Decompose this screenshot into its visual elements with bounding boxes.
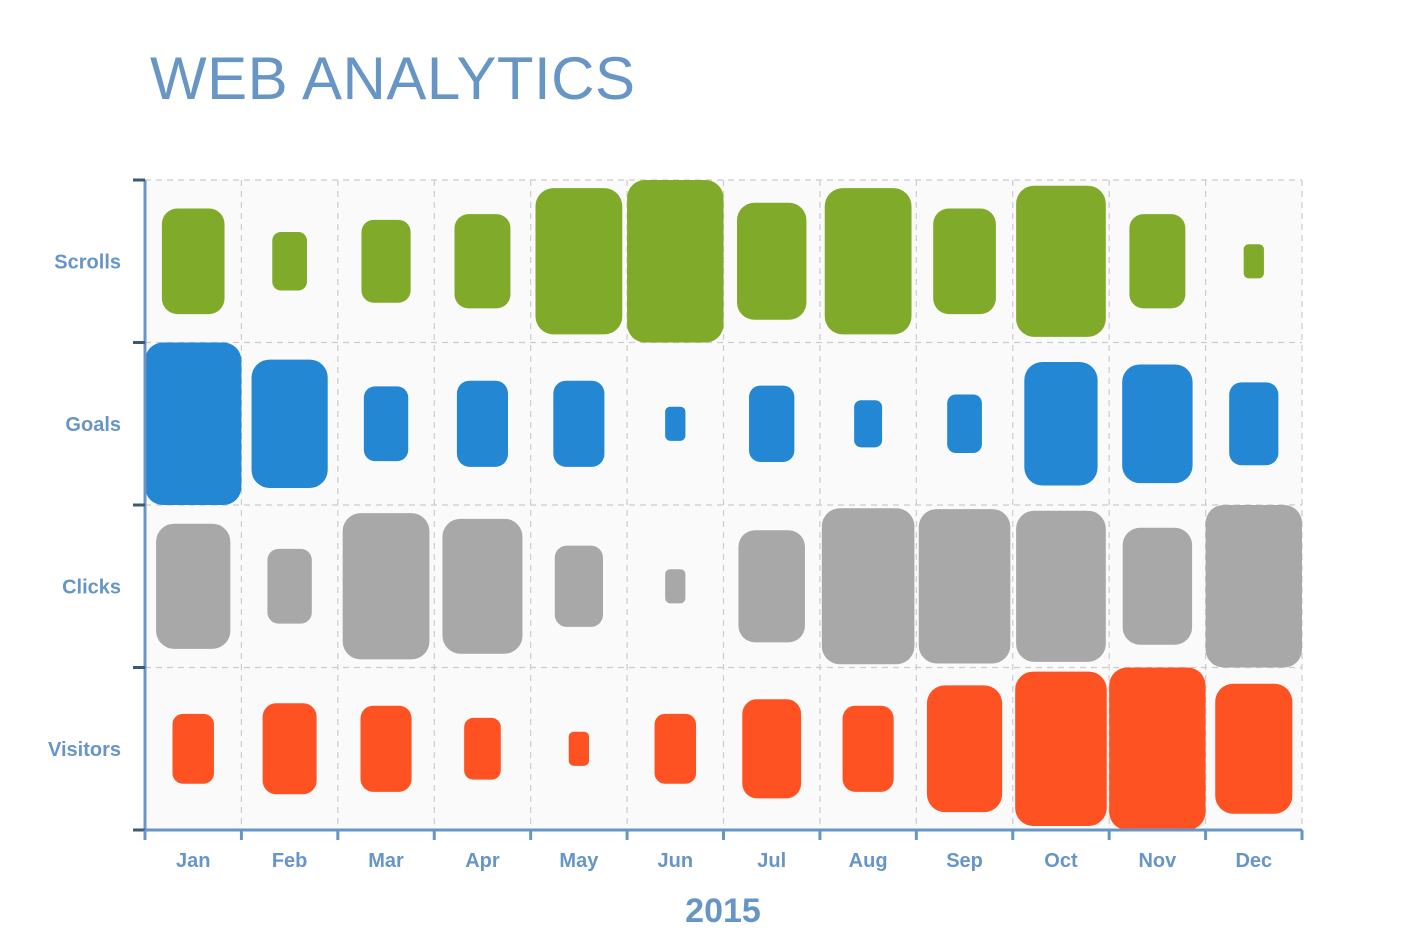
cell-goals-aug [854, 400, 883, 448]
y-axis-labels: Scrolls Goals Clicks Visitors [48, 251, 121, 761]
cell-scrolls-oct [1016, 185, 1106, 337]
x-label-oct: Oct [1044, 850, 1078, 872]
cell-visitors-jun [654, 713, 697, 784]
x-axis-labels: Jan Feb Mar Apr May Jun Jul Aug Sep Oct Nov Dec [176, 850, 1272, 872]
cell-goals-sep [947, 394, 982, 453]
cell-clicks-nov [1122, 527, 1193, 645]
cell-goals-dec [1229, 382, 1279, 466]
cell-goals-jan [145, 342, 242, 505]
cell-scrolls-jun [627, 180, 724, 343]
cell-goals-feb [251, 359, 328, 488]
cell-visitors-jan [172, 713, 214, 784]
cell-visitors-apr [464, 717, 501, 780]
cell-visitors-aug [842, 705, 894, 792]
cell-clicks-oct [1016, 510, 1106, 662]
cell-scrolls-dec [1243, 244, 1264, 279]
cell-clicks-mar [342, 513, 430, 660]
cell-goals-oct [1024, 362, 1098, 486]
y-label-goals: Goals [65, 414, 121, 436]
cell-goals-mar [363, 386, 409, 462]
cell-scrolls-nov [1129, 214, 1186, 309]
cell-visitors-oct [1015, 671, 1107, 826]
y-label-visitors: Visitors [48, 739, 121, 761]
cell-clicks-aug [821, 508, 915, 665]
x-axis-title: 2015 [685, 892, 761, 930]
x-label-mar: Mar [368, 850, 404, 872]
y-label-clicks: Clicks [62, 576, 121, 598]
cell-scrolls-feb [272, 232, 307, 291]
heatmap-cells [145, 180, 1302, 830]
cell-scrolls-sep [933, 208, 996, 315]
cell-clicks-jun [665, 569, 686, 604]
cell-visitors-may [568, 731, 589, 766]
x-label-aug: Aug [849, 850, 888, 872]
cell-goals-may [553, 380, 605, 467]
cell-visitors-nov [1109, 667, 1206, 830]
y-label-scrolls: Scrolls [54, 251, 121, 273]
x-label-nov: Nov [1138, 850, 1177, 872]
cell-scrolls-mar [361, 219, 411, 303]
cell-scrolls-aug [824, 188, 912, 335]
cell-scrolls-may [535, 188, 623, 335]
x-label-jun: Jun [658, 850, 694, 872]
cell-clicks-jan [156, 523, 231, 649]
cell-goals-jul [749, 385, 795, 462]
x-label-jul: Jul [757, 850, 786, 872]
cell-visitors-dec [1215, 683, 1293, 814]
x-label-dec: Dec [1235, 850, 1272, 872]
cell-clicks-jul [738, 530, 805, 643]
cell-scrolls-apr [454, 214, 511, 309]
cell-goals-nov [1122, 364, 1193, 484]
cell-clicks-apr [442, 518, 523, 654]
cell-visitors-sep [926, 685, 1003, 813]
cell-goals-apr [456, 380, 509, 467]
x-label-sep: Sep [946, 850, 983, 872]
cell-visitors-feb [262, 703, 317, 795]
cell-clicks-feb [267, 548, 312, 624]
cell-scrolls-jan [161, 208, 225, 315]
chart-title: WEB ANALYTICS [150, 45, 636, 112]
cell-visitors-jul [742, 699, 802, 799]
cell-goals-jun [665, 406, 686, 441]
x-label-feb: Feb [272, 850, 308, 872]
cell-clicks-may [554, 545, 603, 627]
x-label-jan: Jan [176, 850, 210, 872]
cell-scrolls-jul [736, 202, 807, 320]
x-label-may: May [559, 850, 599, 872]
cell-visitors-mar [360, 705, 412, 792]
cell-clicks-sep [918, 509, 1011, 664]
axes [133, 178, 1304, 840]
cell-clicks-dec [1205, 505, 1302, 668]
x-label-apr: Apr [465, 850, 500, 872]
